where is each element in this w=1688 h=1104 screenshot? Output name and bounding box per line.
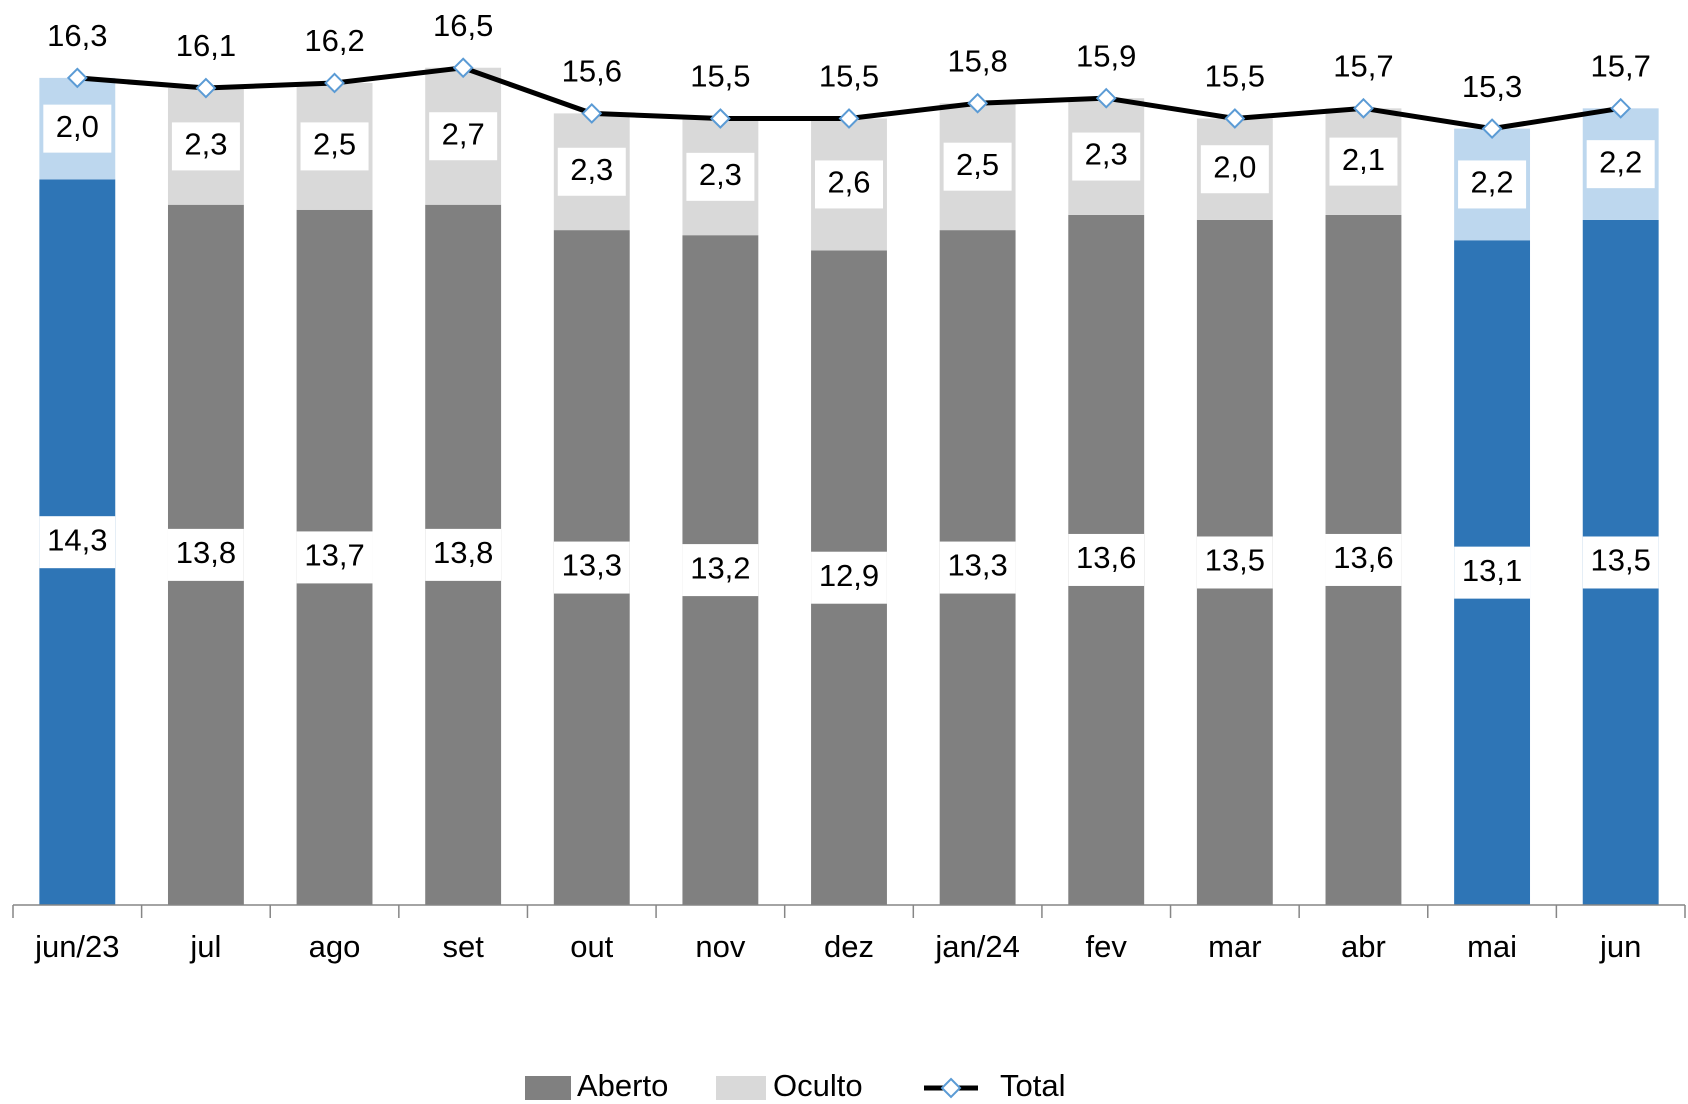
value-label: 14,3 bbox=[47, 522, 107, 557]
value-label: 2,5 bbox=[313, 127, 356, 162]
total-marker bbox=[838, 108, 860, 129]
total-marker bbox=[1610, 97, 1632, 119]
total-marker bbox=[967, 92, 989, 114]
legend-label: Total bbox=[1000, 1068, 1065, 1103]
value-label: 2,0 bbox=[1213, 149, 1256, 184]
label-box bbox=[939, 541, 1016, 594]
total-label: 15,9 bbox=[1076, 38, 1136, 73]
value-label: 2,3 bbox=[1085, 137, 1128, 172]
label-box bbox=[1329, 137, 1398, 186]
value-label: 12,9 bbox=[819, 558, 879, 593]
label-box bbox=[682, 544, 759, 597]
total-label: 16,1 bbox=[176, 28, 236, 63]
label-box bbox=[1454, 546, 1531, 599]
total-label: 15,5 bbox=[819, 59, 879, 94]
x-tick-label: mai bbox=[1467, 929, 1517, 964]
label-box bbox=[425, 528, 502, 581]
total-marker bbox=[709, 108, 731, 129]
value-label: 13,7 bbox=[304, 538, 364, 573]
label-box bbox=[1325, 533, 1402, 586]
value-label: 13,6 bbox=[1333, 540, 1393, 575]
label-box bbox=[296, 531, 373, 584]
label-box bbox=[1200, 145, 1269, 194]
x-tick-label: jun bbox=[1599, 929, 1641, 964]
x-tick-label: jul bbox=[189, 929, 221, 964]
total-marker bbox=[581, 102, 603, 124]
x-tick-label: nov bbox=[695, 929, 745, 964]
label-box bbox=[811, 551, 887, 604]
total-marker bbox=[324, 72, 345, 94]
legend-label: Aberto bbox=[577, 1068, 668, 1103]
value-label: 13,6 bbox=[1076, 540, 1136, 575]
value-label: 13,5 bbox=[1205, 543, 1265, 578]
legend-swatch bbox=[716, 1076, 766, 1100]
total-label: 16,5 bbox=[433, 8, 493, 43]
label-box bbox=[43, 104, 112, 153]
value-label: 2,3 bbox=[184, 127, 227, 162]
legend-swatch bbox=[525, 1076, 571, 1100]
label-box bbox=[167, 528, 244, 581]
value-label: 13,8 bbox=[176, 535, 236, 570]
label-box bbox=[1072, 132, 1141, 181]
x-tick-label: jan/24 bbox=[934, 929, 1019, 964]
label-box bbox=[815, 160, 883, 209]
value-label: 2,2 bbox=[1599, 144, 1642, 179]
x-tick-label: out bbox=[570, 929, 613, 964]
label-box bbox=[686, 152, 755, 201]
value-label: 2,0 bbox=[56, 109, 99, 144]
x-tick-label: jun/23 bbox=[34, 929, 119, 964]
label-box bbox=[39, 516, 116, 569]
label-box bbox=[1068, 533, 1145, 586]
value-label: 2,6 bbox=[827, 165, 870, 200]
value-label: 13,5 bbox=[1591, 543, 1651, 578]
label-box bbox=[943, 142, 1012, 191]
value-label: 13,3 bbox=[947, 548, 1007, 583]
total-marker bbox=[195, 77, 217, 99]
label-box bbox=[429, 112, 498, 161]
total-marker bbox=[1353, 97, 1374, 119]
label-box bbox=[171, 122, 240, 171]
value-label: 2,3 bbox=[570, 152, 613, 187]
x-tick-label: fev bbox=[1086, 929, 1128, 964]
total-marker bbox=[66, 67, 88, 89]
total-label: 15,8 bbox=[947, 43, 1007, 78]
value-label: 2,3 bbox=[699, 157, 742, 192]
x-tick-label: dez bbox=[824, 929, 874, 964]
x-tick-label: ago bbox=[309, 929, 361, 964]
total-label: 15,6 bbox=[562, 54, 622, 89]
value-label: 2,5 bbox=[956, 147, 999, 182]
total-marker bbox=[452, 57, 474, 79]
label-box bbox=[1582, 536, 1659, 589]
x-tick-label: mar bbox=[1208, 929, 1261, 964]
value-label: 13,1 bbox=[1462, 553, 1522, 588]
legend-label: Oculto bbox=[773, 1068, 863, 1103]
value-label: 2,2 bbox=[1471, 165, 1514, 200]
label-box bbox=[1458, 160, 1527, 209]
x-tick-label: set bbox=[442, 929, 484, 964]
value-label: 13,2 bbox=[690, 550, 750, 585]
label-box bbox=[1586, 140, 1655, 189]
total-marker bbox=[1224, 108, 1246, 129]
total-label: 15,7 bbox=[1591, 49, 1651, 84]
value-label: 2,1 bbox=[1342, 142, 1385, 177]
legend-marker bbox=[940, 1077, 962, 1099]
x-tick-label: abr bbox=[1341, 929, 1386, 964]
total-marker bbox=[1481, 118, 1503, 140]
value-label: 13,3 bbox=[562, 548, 622, 583]
label-box bbox=[300, 122, 369, 171]
total-label: 15,7 bbox=[1333, 49, 1393, 84]
label-box bbox=[553, 541, 630, 594]
label-box bbox=[1196, 536, 1273, 589]
value-label: 2,7 bbox=[442, 116, 485, 151]
total-label: 15,5 bbox=[690, 59, 750, 94]
total-label: 15,3 bbox=[1462, 69, 1522, 104]
total-label: 16,3 bbox=[47, 18, 107, 53]
total-marker bbox=[1095, 87, 1117, 109]
label-box bbox=[557, 147, 626, 196]
total-label: 16,2 bbox=[304, 23, 364, 58]
value-label: 13,8 bbox=[433, 535, 493, 570]
total-label: 15,5 bbox=[1205, 59, 1265, 94]
